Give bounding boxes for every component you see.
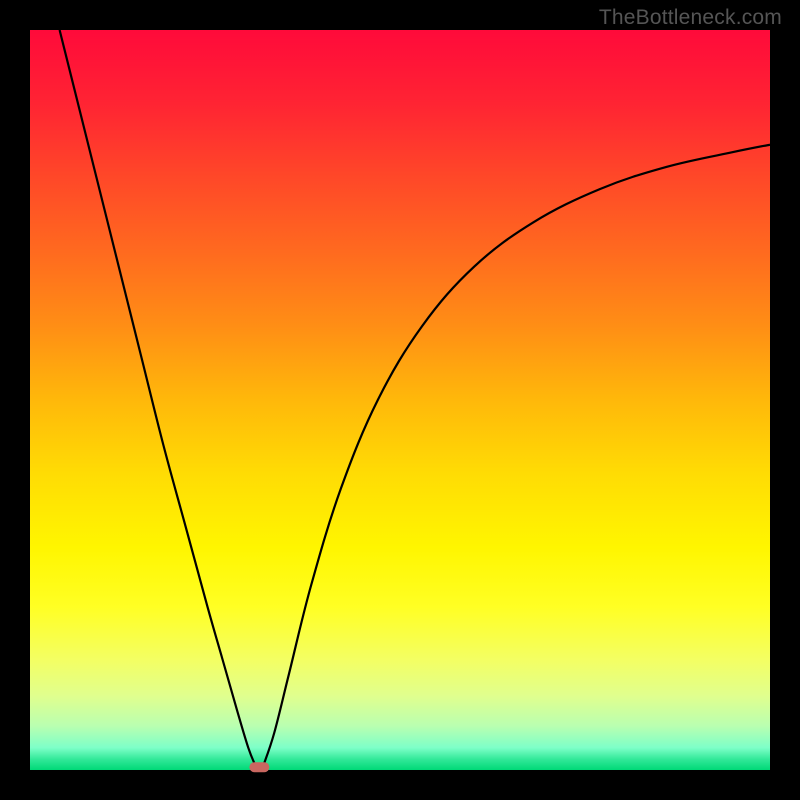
- curve-left-branch: [60, 30, 256, 766]
- plot-area: [30, 30, 770, 770]
- bottleneck-curve: [30, 30, 770, 770]
- minimum-marker: [250, 762, 269, 772]
- watermark-text: TheBottleneck.com: [599, 6, 782, 30]
- curve-right-branch: [263, 145, 770, 767]
